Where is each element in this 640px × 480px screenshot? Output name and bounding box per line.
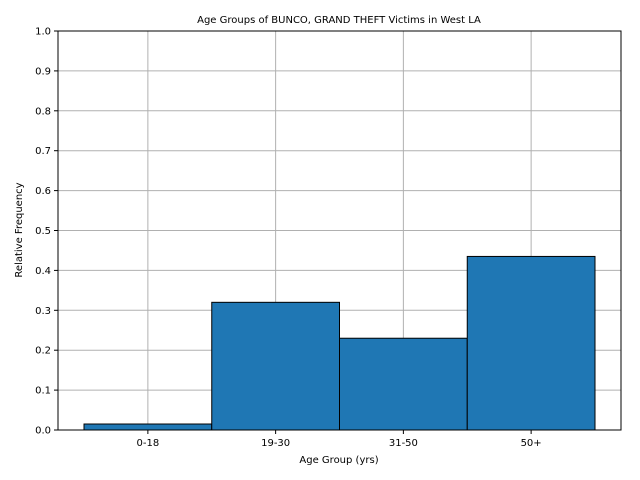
x-tick-label: 0-18	[137, 438, 160, 449]
y-tick-label: 0.4	[35, 266, 51, 277]
y-tick-label: 0.9	[35, 66, 51, 77]
y-tick-label: 0.2	[35, 346, 51, 357]
bars	[83, 255, 596, 431]
chart-title: Age Groups of BUNCO, GRAND THEFT Victims…	[197, 15, 481, 26]
y-tick-label: 0.8	[35, 106, 51, 117]
bar-0-18	[83, 423, 213, 431]
y-axis-label: Relative Frequency	[14, 182, 25, 277]
x-tick-label: 31-50	[389, 438, 418, 449]
y-tick-label: 0.7	[35, 146, 51, 157]
x-tick-label: 50+	[521, 438, 542, 449]
y-tick-label: 0.1	[35, 386, 51, 397]
y-tick-label: 0.6	[35, 186, 51, 197]
y-tick-label: 0.0	[35, 426, 51, 437]
x-axis-label: Age Group (yrs)	[299, 455, 378, 466]
bar-19-30	[211, 301, 340, 431]
y-tick-label: 0.3	[35, 306, 51, 317]
bar-50	[466, 255, 596, 431]
y-tick-label: 0.5	[35, 226, 51, 237]
x-tick-label: 19-30	[261, 438, 290, 449]
y-tick-label: 1.0	[35, 27, 51, 38]
axis-ticks: 0.0 0.1 0.2 0.3 0.4 0.5 0.6 0.7 0.8 0.9 1.0 0-18 19-…	[35, 27, 542, 450]
bar-31-50	[339, 337, 468, 431]
